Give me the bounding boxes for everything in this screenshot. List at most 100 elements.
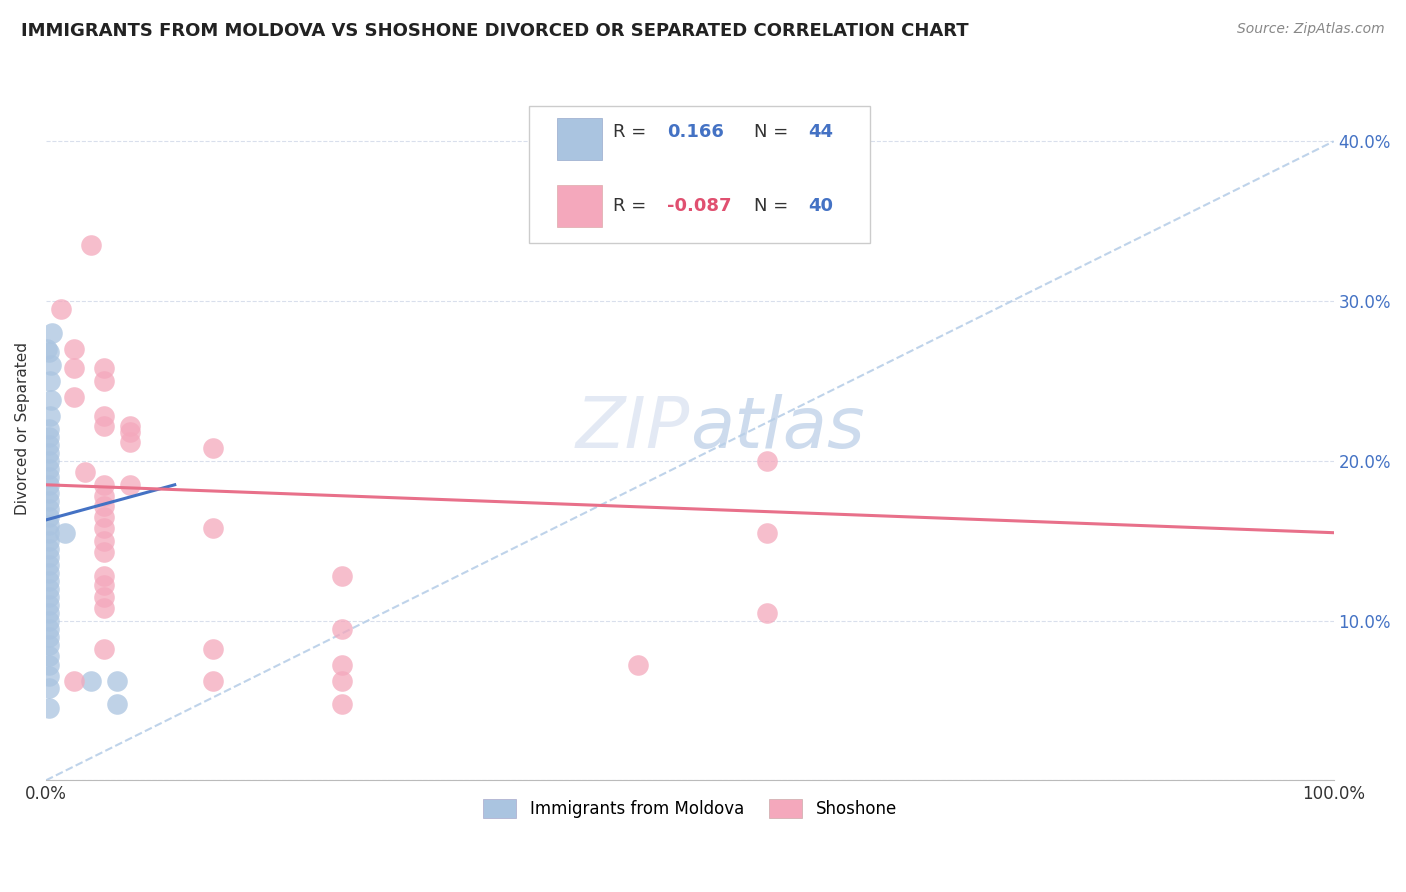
Point — [38, 501, 60, 516]
Point — [38, 446, 60, 460]
Point — [38, 438, 60, 452]
Point — [37, 342, 59, 356]
Point — [38, 701, 60, 715]
Point — [38, 517, 60, 532]
Point — [41, 326, 63, 340]
Point — [93, 569, 115, 583]
Point — [38, 606, 60, 620]
Point — [39, 358, 62, 372]
Point — [80, 238, 103, 252]
Point — [756, 525, 779, 540]
Point — [118, 477, 141, 491]
Point — [38, 549, 60, 564]
Point — [38, 658, 60, 673]
Point — [63, 390, 86, 404]
Point — [118, 418, 141, 433]
Point — [38, 669, 60, 683]
Point — [38, 509, 60, 524]
Point — [38, 485, 60, 500]
Point — [93, 509, 115, 524]
Point — [756, 454, 779, 468]
Point — [330, 658, 353, 673]
Text: N =: N = — [754, 197, 794, 215]
Point — [118, 425, 141, 439]
Point — [38, 614, 60, 628]
Text: ZIP: ZIP — [575, 394, 690, 463]
Point — [38, 409, 60, 423]
Point — [38, 525, 60, 540]
Point — [756, 606, 779, 620]
Point — [38, 648, 60, 663]
Point — [93, 600, 115, 615]
Point — [93, 409, 115, 423]
Point — [73, 465, 96, 479]
Point — [93, 578, 115, 592]
Point — [38, 681, 60, 695]
Point — [330, 622, 353, 636]
Point — [53, 525, 76, 540]
Point — [38, 590, 60, 604]
Text: Source: ZipAtlas.com: Source: ZipAtlas.com — [1237, 22, 1385, 37]
Text: -0.087: -0.087 — [666, 197, 731, 215]
Point — [202, 441, 225, 455]
Point — [38, 638, 60, 652]
Point — [38, 541, 60, 556]
Point — [38, 622, 60, 636]
Text: 0.166: 0.166 — [666, 123, 724, 141]
Point — [38, 558, 60, 572]
Point — [38, 582, 60, 596]
Point — [38, 454, 60, 468]
Bar — [557, 185, 602, 227]
Point — [38, 470, 60, 484]
Point — [38, 462, 60, 476]
Point — [105, 697, 128, 711]
Bar — [557, 119, 602, 161]
Point — [330, 569, 353, 583]
Point — [202, 521, 225, 535]
Point — [63, 674, 86, 689]
Text: IMMIGRANTS FROM MOLDOVA VS SHOSHONE DIVORCED OR SEPARATED CORRELATION CHART: IMMIGRANTS FROM MOLDOVA VS SHOSHONE DIVO… — [21, 22, 969, 40]
Point — [38, 422, 60, 436]
Point — [38, 566, 60, 580]
Point — [80, 674, 103, 689]
Point — [105, 674, 128, 689]
Point — [93, 477, 115, 491]
Point — [93, 545, 115, 559]
Point — [38, 493, 60, 508]
Point — [202, 674, 225, 689]
Point — [38, 630, 60, 644]
Point — [627, 658, 650, 673]
Point — [93, 499, 115, 513]
Point — [38, 374, 60, 388]
Point — [93, 418, 115, 433]
Legend: Immigrants from Moldova, Shoshone: Immigrants from Moldova, Shoshone — [477, 792, 904, 825]
Point — [93, 533, 115, 548]
Point — [38, 533, 60, 548]
Point — [93, 489, 115, 503]
Point — [330, 697, 353, 711]
Point — [38, 345, 60, 359]
Text: R =: R = — [613, 197, 651, 215]
Point — [38, 574, 60, 588]
Point — [118, 434, 141, 449]
Point — [38, 598, 60, 612]
Point — [93, 361, 115, 376]
Point — [63, 361, 86, 376]
Text: 40: 40 — [808, 197, 834, 215]
Point — [39, 393, 62, 408]
Y-axis label: Divorced or Separated: Divorced or Separated — [15, 343, 30, 516]
Point — [51, 301, 73, 316]
Point — [93, 374, 115, 388]
Text: 44: 44 — [808, 123, 834, 141]
Point — [330, 674, 353, 689]
Point — [93, 642, 115, 657]
Point — [93, 521, 115, 535]
Point — [38, 477, 60, 491]
Text: R =: R = — [613, 123, 651, 141]
FancyBboxPatch shape — [529, 105, 870, 243]
Point — [202, 642, 225, 657]
Point — [63, 342, 86, 356]
Point — [93, 590, 115, 604]
Text: atlas: atlas — [690, 394, 865, 463]
Point — [38, 430, 60, 444]
